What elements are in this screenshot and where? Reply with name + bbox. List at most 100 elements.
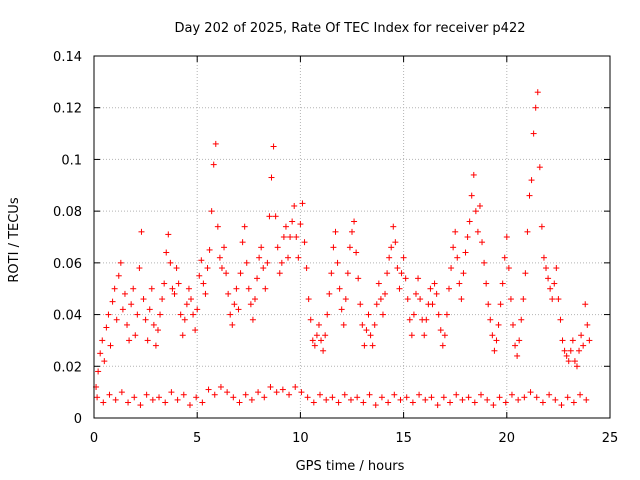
data-point: [363, 327, 370, 334]
data-point: [524, 228, 531, 235]
data-point: [287, 234, 294, 240]
data-point: [309, 337, 316, 344]
data-point: [349, 228, 355, 235]
data-point: [193, 394, 200, 401]
data-point: [307, 316, 314, 323]
data-point: [359, 321, 366, 328]
data-point: [446, 285, 453, 292]
data-point: [323, 396, 330, 403]
y-tick-labels: 0 0.02 0.04 0.06 0.08 0.1 0.12 0.14: [53, 50, 82, 427]
data-point: [315, 321, 322, 328]
data-point: [326, 290, 333, 297]
x-tick-labels: 0 5 10 15 20 25: [90, 431, 618, 446]
data-point: [202, 290, 209, 297]
data-point: [465, 394, 472, 401]
data-point: [163, 249, 170, 256]
data-point: [484, 396, 491, 403]
data-point: [483, 280, 490, 287]
data-point: [571, 358, 578, 365]
y-axis-label: ROTI / TECUs: [7, 197, 22, 282]
data-point: [516, 337, 523, 344]
data-point: [113, 316, 120, 323]
data-point: [485, 301, 492, 308]
data-point: [221, 244, 228, 251]
axis-ticks: [93, 55, 611, 419]
data-point: [330, 244, 337, 251]
data-point: [134, 311, 141, 318]
data-point: [540, 254, 547, 261]
x-axis-label: GPS time / hours: [296, 459, 405, 474]
data-point: [564, 394, 571, 401]
data-point: [512, 342, 519, 349]
data-point: [168, 389, 175, 396]
data-point: [428, 394, 435, 401]
data-point: [351, 218, 358, 225]
data-point: [464, 234, 471, 240]
data-point: [493, 337, 500, 344]
data-point: [95, 368, 102, 375]
data-point: [169, 285, 176, 292]
data-point: [266, 213, 273, 220]
data-point: [305, 296, 312, 303]
data-point: [338, 306, 345, 313]
data-point: [235, 306, 242, 313]
data-point: [107, 342, 114, 349]
data-point: [422, 396, 429, 403]
data-point: [297, 221, 304, 228]
data-point: [487, 316, 494, 323]
data-point: [408, 332, 415, 339]
data-point: [489, 332, 496, 339]
data-point: [216, 254, 223, 261]
data-point: [481, 259, 488, 266]
data-point: [502, 399, 509, 406]
data-point: [140, 296, 147, 303]
data-point: [417, 296, 424, 303]
data-point: [584, 321, 591, 328]
data-point: [208, 208, 215, 215]
data-point: [384, 270, 391, 277]
data-point: [546, 391, 553, 398]
data-point: [421, 332, 428, 339]
data-point: [415, 275, 422, 282]
data-point: [167, 259, 174, 266]
x-tick-label: 15: [395, 431, 412, 446]
data-point: [121, 290, 128, 297]
data-point: [567, 347, 574, 354]
data-point: [103, 324, 110, 331]
data-point: [204, 265, 211, 272]
data-point: [490, 402, 497, 409]
data-point: [109, 298, 116, 305]
data-point: [260, 265, 267, 272]
data-point: [286, 391, 293, 398]
data-point: [161, 280, 168, 287]
data-point: [174, 396, 181, 403]
data-point: [459, 396, 466, 403]
data-point: [472, 208, 479, 215]
data-point: [479, 239, 486, 246]
data-point: [557, 316, 564, 323]
data-point: [293, 234, 300, 240]
data-point: [495, 321, 502, 328]
data-point: [210, 161, 217, 168]
data-point: [346, 244, 353, 251]
data-point: [552, 396, 559, 403]
data-point: [247, 301, 254, 308]
data-point: [117, 259, 124, 266]
data-point: [173, 265, 180, 272]
data-point: [521, 394, 528, 401]
data-point: [292, 383, 299, 390]
data-point: [137, 402, 144, 409]
data-point: [452, 228, 459, 235]
data-point: [231, 301, 238, 308]
data-point: [249, 316, 256, 323]
data-point: [427, 285, 434, 292]
data-point: [471, 399, 478, 406]
data-point: [310, 399, 317, 406]
data-point: [324, 311, 331, 318]
data-point: [400, 254, 407, 261]
data-point: [553, 265, 560, 272]
data-point: [118, 389, 125, 396]
data-point: [206, 246, 213, 253]
data-point: [311, 342, 318, 349]
